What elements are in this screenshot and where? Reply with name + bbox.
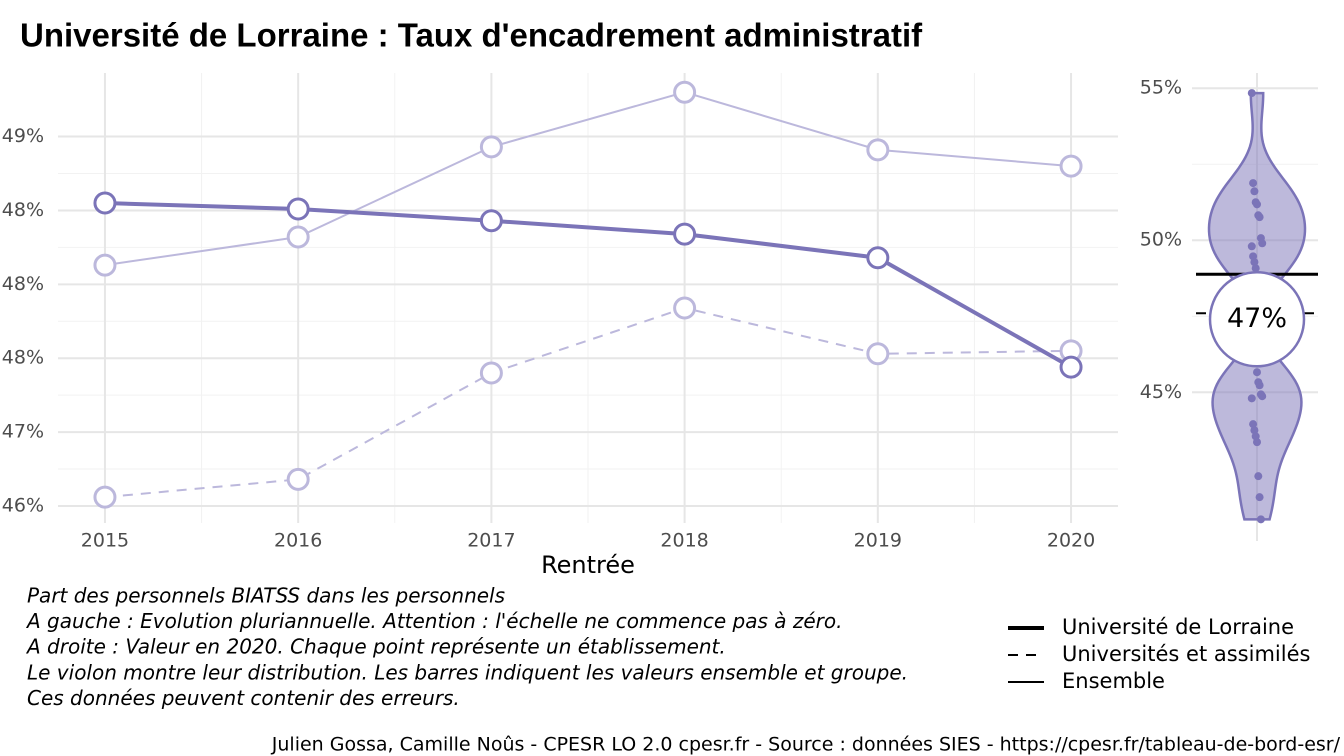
y-tick-label: 48% xyxy=(2,199,44,221)
series-line xyxy=(104,201,1073,369)
x-tick-label: 2019 xyxy=(854,530,902,552)
y-tick-label: 55% xyxy=(1140,77,1182,99)
point xyxy=(673,80,697,104)
violin-point xyxy=(1255,381,1264,390)
violin-point xyxy=(1258,392,1267,401)
note: Ces données peuvent contenir des erreurs… xyxy=(27,686,460,710)
violin-point xyxy=(1250,426,1259,435)
x-tick-label: 2016 xyxy=(274,530,322,552)
y-tick-label: 48% xyxy=(2,273,44,295)
violin-point xyxy=(1249,420,1258,429)
note: Part des personnels BIATSS dans les pers… xyxy=(27,584,505,608)
point xyxy=(286,225,310,249)
point xyxy=(93,253,117,277)
legend-label: Université de Lorraine xyxy=(1062,615,1294,639)
note: Le violon montre leur distribution. Les … xyxy=(27,660,908,684)
point xyxy=(673,296,697,320)
highlight-label: 47% xyxy=(1227,303,1287,334)
violin-point xyxy=(1251,264,1260,273)
violin-point xyxy=(1249,179,1258,188)
violin-point xyxy=(1256,515,1265,524)
point xyxy=(866,246,890,270)
violin-point xyxy=(1253,200,1261,209)
violin-point xyxy=(1255,493,1264,502)
violin-point xyxy=(1254,472,1263,481)
violin-point xyxy=(1247,89,1256,98)
x-tick-label: 2015 xyxy=(81,530,129,552)
point xyxy=(286,197,310,221)
note: A droite : Valeur en 2020. Chaque point … xyxy=(25,635,726,659)
violin-point xyxy=(1250,258,1259,267)
point xyxy=(866,138,890,162)
legend-label: Universités et assimilés xyxy=(1062,642,1310,666)
point xyxy=(286,467,310,491)
violin-point xyxy=(1247,394,1256,403)
violin-point xyxy=(1253,368,1261,377)
y-tick-label: 45% xyxy=(1140,381,1182,403)
chart-title: Université de Lorraine : Taux d'encadrem… xyxy=(20,17,923,54)
point xyxy=(93,485,117,509)
violin-point xyxy=(1250,187,1259,196)
y-tick-label: 48% xyxy=(2,347,44,369)
point xyxy=(93,191,117,215)
point xyxy=(479,361,503,385)
series-line xyxy=(104,91,1072,267)
x-axis-label: Rentrée xyxy=(541,551,635,579)
violin-point xyxy=(1255,213,1264,222)
point xyxy=(479,135,503,159)
highlight-circle xyxy=(1208,271,1306,368)
y-tick-label: 49% xyxy=(2,125,44,147)
violin-point xyxy=(1247,242,1256,251)
x-tick-label: 2017 xyxy=(467,530,515,552)
point xyxy=(479,209,503,233)
y-tick-label: 47% xyxy=(2,421,44,443)
legend-label: Ensemble xyxy=(1062,669,1165,693)
y-tick-label: 46% xyxy=(2,495,44,517)
series-line xyxy=(104,306,1072,499)
point xyxy=(1059,154,1083,178)
point xyxy=(1059,355,1083,379)
point xyxy=(673,222,697,246)
violin-point xyxy=(1253,438,1261,447)
x-tick-label: 2018 xyxy=(660,530,708,552)
violin-point xyxy=(1258,239,1267,248)
note: A gauche : Evolution pluriannuelle. Atte… xyxy=(25,609,843,633)
x-tick-label: 2020 xyxy=(1047,530,1095,552)
caption: Julien Gossa, Camille Noûs - CPESR LO 2.… xyxy=(271,734,1341,756)
y-tick-label: 50% xyxy=(1140,229,1182,251)
point xyxy=(866,342,890,366)
